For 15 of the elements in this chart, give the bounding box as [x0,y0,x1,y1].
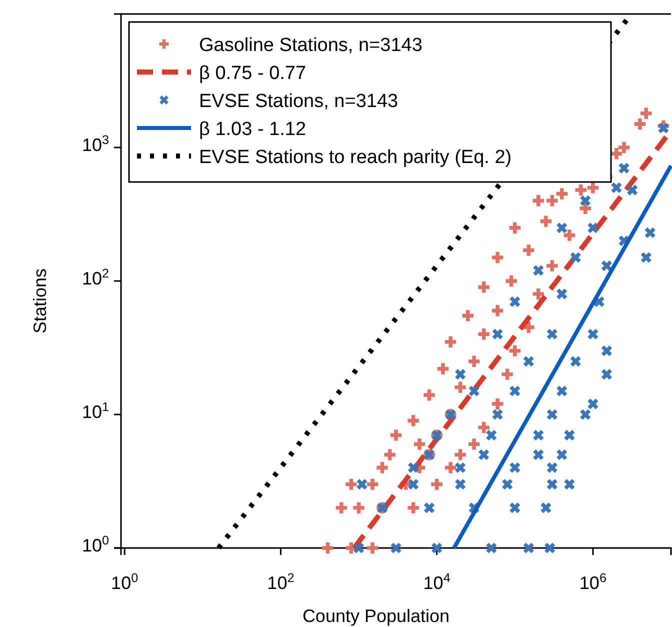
legend-label: β 0.75 - 0.77 [199,63,306,84]
legend-label: Gasoline Stations, n=3143 [199,35,422,56]
y-tick-label: 10$^{3}$ [82,133,109,156]
x-tick-label: 10$^{0}$ [111,570,138,593]
legend-label: EVSE Stations to reach parity (Eq. 2) [199,147,512,168]
x-tick-label: 10$^{2}$ [267,570,294,593]
x-axis-title: County Population [302,606,450,626]
y-tick-label: 10$^{0}$ [82,534,109,556]
y-axis-title: Stations [30,268,50,334]
x-tick-label: 10$^{6}$ [579,570,606,593]
x-tick-label: 10$^{4}$ [423,570,450,593]
legend-label: β 1.03 - 1.12 [199,119,306,140]
legend-label: EVSE Stations, n=3143 [199,91,398,112]
y-tick-label: 10$^{2}$ [82,266,109,289]
y-tick-label: 10$^{1}$ [82,400,109,422]
